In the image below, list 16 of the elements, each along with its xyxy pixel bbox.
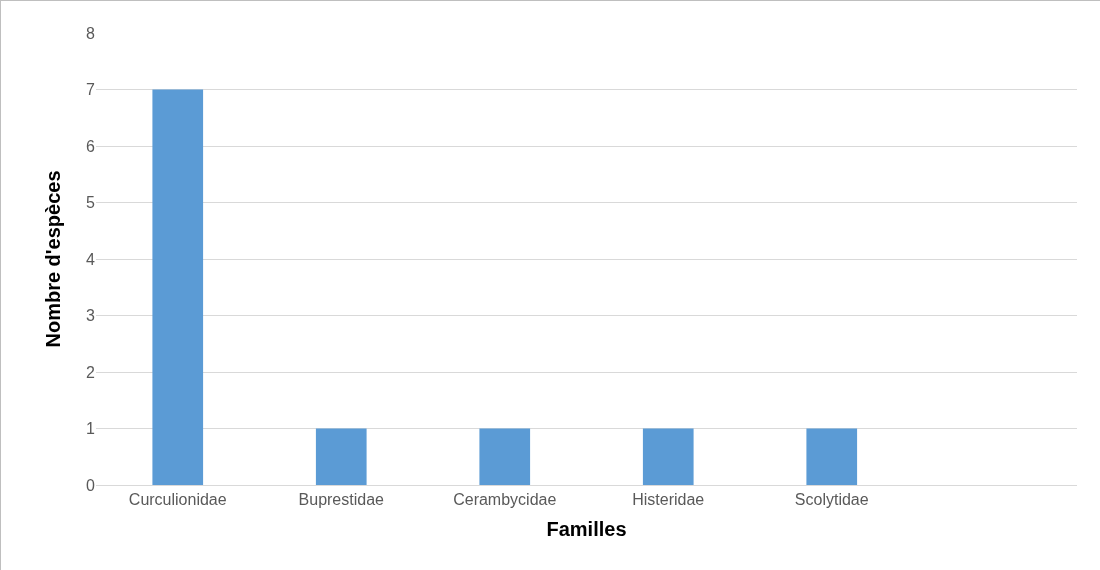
x-tick-label: Curculionidae xyxy=(128,491,227,509)
y-tick-label: 0 xyxy=(86,476,96,494)
y-axis-title: Nombre d'espèces xyxy=(41,170,64,348)
x-tick-label: Cerambycidae xyxy=(453,491,557,509)
y-tick-label: 5 xyxy=(86,194,96,212)
y-tick-label: 2 xyxy=(86,363,96,381)
x-tick-label: Histeridae xyxy=(632,491,705,509)
x-tick-label: Buprestidae xyxy=(298,491,385,509)
x-tick-label: Scolytidae xyxy=(794,491,869,509)
y-tick-label: 7 xyxy=(86,81,96,99)
y-tick-label: 6 xyxy=(86,137,96,155)
x-axis-title: Familles xyxy=(546,517,627,540)
y-tick-label: 4 xyxy=(86,250,96,268)
y-tick-label: 3 xyxy=(86,307,96,325)
y-tick-label: 1 xyxy=(86,420,96,438)
y-tick-label: 8 xyxy=(86,24,96,42)
